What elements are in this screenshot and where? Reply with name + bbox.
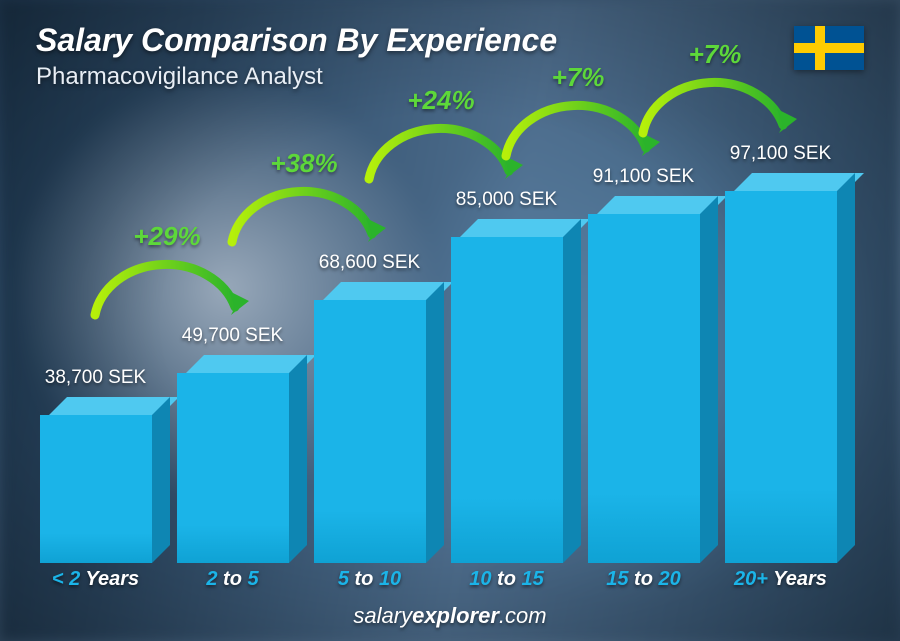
bar-slot: 38,700 SEK: [36, 367, 155, 563]
page-title: Salary Comparison By Experience: [36, 22, 864, 59]
salary-bar-chart: 38,700 SEK +29% 49,700 SEK: [36, 120, 840, 563]
bar-value-label: 97,100 SEK: [730, 143, 831, 165]
bar-value-label: 49,700 SEK: [182, 325, 283, 347]
x-axis-label: 20+ Years: [721, 568, 840, 591]
increase-arc: +24%: [351, 83, 531, 203]
footer: salaryexplorer.com: [0, 603, 900, 629]
bar-value-label: 85,000 SEK: [456, 189, 557, 211]
page-subtitle: Pharmacovigilance Analyst: [36, 63, 864, 91]
flag-sweden-icon: [794, 26, 864, 70]
bar-slot: +38% 68,600 SEK: [310, 252, 429, 563]
x-axis-labels: < 2 Years 2 to 5 5 to 10 10 to 15 15 to 20 20…: [36, 568, 840, 591]
x-axis-label: < 2 Years: [36, 568, 155, 591]
bar-slot: +7% 91,100 SEK: [584, 166, 703, 563]
bar-value-label: 68,600 SEK: [319, 252, 420, 274]
bar-value-label: 91,100 SEK: [593, 166, 694, 188]
bar-slot: +29% 49,700 SEK: [173, 325, 292, 563]
x-axis-label: 5 to 10: [310, 568, 429, 591]
bar-slot: +24% 85,000 SEK: [447, 189, 566, 563]
bar: [40, 397, 152, 563]
bars-row: 38,700 SEK +29% 49,700 SEK: [36, 120, 840, 563]
bar: [451, 219, 563, 563]
infographic-container: Salary Comparison By Experience Pharmaco…: [0, 0, 900, 641]
brand-logo: salaryexplorer.com: [353, 603, 546, 628]
brand-part-3: .com: [499, 603, 547, 628]
increase-arc: +29%: [77, 219, 257, 339]
bar: [177, 355, 289, 563]
bar: [588, 196, 700, 563]
increase-arc: +38%: [214, 146, 394, 266]
bar-slot: +7% 97,100 SEK: [721, 143, 840, 563]
brand-part-1: salary: [353, 603, 412, 628]
brand-part-2: explorer: [412, 603, 499, 628]
increase-pct-label: +38%: [214, 148, 394, 179]
bar: [314, 282, 426, 563]
bar-value-label: 38,700 SEK: [45, 367, 146, 389]
bar: [725, 173, 837, 563]
header: Salary Comparison By Experience Pharmaco…: [36, 22, 864, 91]
x-axis-label: 10 to 15: [447, 568, 566, 591]
x-axis-label: 15 to 20: [584, 568, 703, 591]
x-axis-label: 2 to 5: [173, 568, 292, 591]
increase-pct-label: +29%: [77, 221, 257, 252]
